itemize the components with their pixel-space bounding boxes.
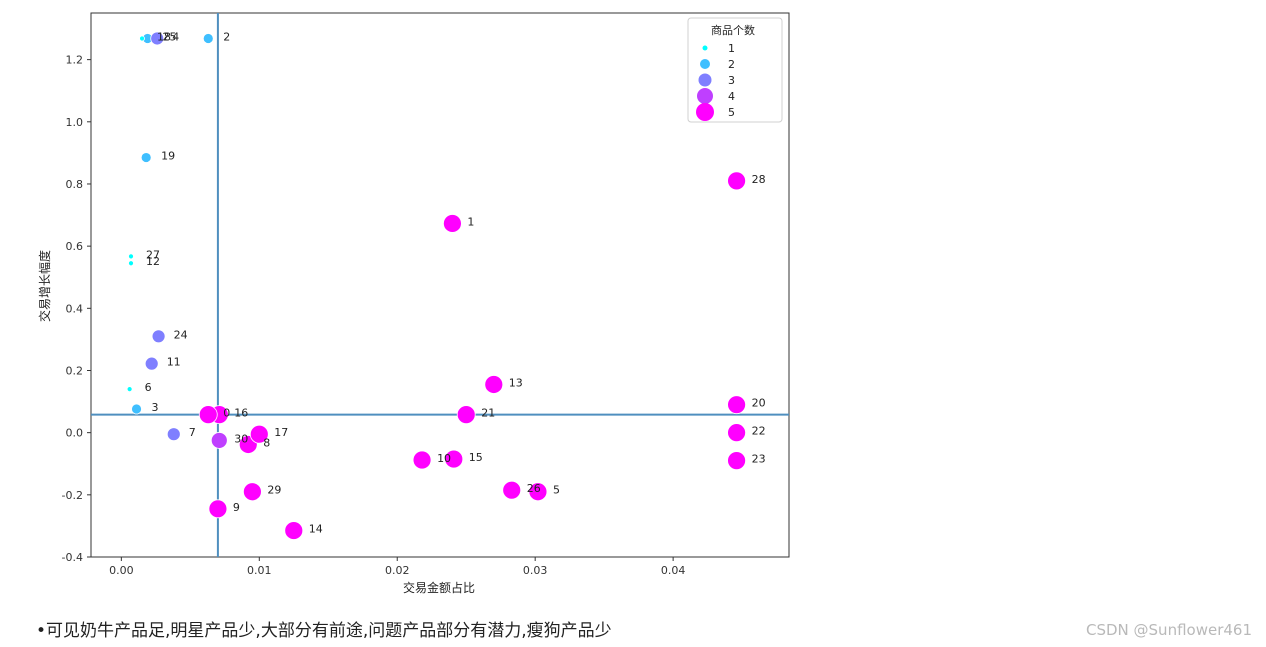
legend-marker	[696, 103, 714, 121]
data-point-label: 10	[437, 452, 451, 465]
data-point	[528, 482, 548, 502]
legend-marker	[698, 73, 712, 87]
data-point-label: 9	[233, 501, 240, 514]
data-point	[128, 253, 134, 260]
data-point	[131, 403, 142, 415]
data-point	[444, 449, 464, 469]
data-point-label: 28	[752, 173, 766, 186]
y-tick-label: 1.2	[66, 54, 84, 67]
data-point-label: 11	[167, 356, 181, 369]
data-point-label: 23	[752, 453, 766, 466]
data-point-label: 13	[509, 376, 523, 389]
legend: 商品个数 1 2 3 4 5	[687, 17, 783, 123]
data-point	[208, 499, 228, 519]
data-point-label: 1	[467, 215, 474, 228]
data-point	[139, 35, 145, 42]
data-point	[284, 521, 304, 540]
data-point	[198, 405, 218, 425]
data-point	[140, 152, 152, 163]
data-point	[456, 405, 476, 425]
data-point	[443, 214, 462, 233]
x-tick-label: 0.04	[661, 564, 686, 577]
data-point-label: 25	[163, 30, 177, 43]
data-point	[202, 33, 214, 44]
data-point	[727, 451, 746, 471]
data-point	[151, 329, 166, 344]
data-point-label: 29	[267, 484, 281, 497]
data-point	[502, 480, 522, 500]
watermark: CSDN @Sunflower461	[1086, 621, 1252, 639]
legend-label: 3	[728, 74, 735, 87]
x-tick-label: 0.02	[385, 564, 410, 577]
legend-marker	[700, 59, 710, 69]
axes: 0.00 0.01 0.02 0.03 0.04 -0.4 -0.2 0.0 0.2 0.4 0.6…	[62, 12, 790, 577]
y-tick-label: -0.2	[62, 489, 83, 502]
data-point-label: 12	[146, 255, 160, 268]
x-tick-label: 0.03	[523, 564, 548, 577]
y-tick-label: 1.0	[66, 116, 84, 129]
y-tick-label: 0.4	[66, 302, 84, 315]
data-point	[727, 423, 746, 443]
data-point-label: 17	[274, 426, 288, 439]
data-point-label: 8	[263, 436, 270, 449]
data-point-label: 14	[309, 523, 323, 536]
y-axis-label: 交易增长幅度	[37, 250, 52, 322]
data-point	[210, 432, 228, 449]
data-point	[150, 31, 165, 46]
data-point	[126, 386, 133, 393]
data-point	[242, 482, 262, 502]
legend-label: 1	[728, 42, 735, 55]
plot-frame	[90, 12, 790, 558]
x-axis-label: 交易金额占比	[403, 580, 475, 595]
data-point-label: 3	[152, 401, 159, 414]
data-point	[412, 450, 432, 470]
legend-label: 2	[728, 58, 735, 71]
points-layer	[126, 31, 746, 540]
scatter-chart: 0.00 0.01 0.02 0.03 0.04 -0.4 -0.2 0.0 0.2 0.4 0.6…	[37, 12, 790, 595]
data-point	[166, 427, 181, 442]
caption: •可见奶牛产品足,明星产品少,大部分有前途,问题产品部分有潜力,瘦狗产品少	[36, 621, 612, 641]
data-point-label: 22	[752, 425, 766, 438]
data-point-label: 24	[174, 328, 188, 341]
legend-title: 商品个数	[711, 23, 755, 37]
data-point-label: 0	[223, 407, 230, 420]
data-point	[727, 395, 746, 415]
x-tick-label: 0.00	[109, 564, 134, 577]
y-tick-label: -0.4	[62, 551, 83, 564]
data-point	[249, 424, 269, 444]
data-point-label: 6	[145, 381, 152, 394]
y-tick-label: 0.6	[66, 240, 84, 253]
data-point-label: 4	[172, 30, 179, 43]
data-point	[484, 375, 504, 394]
data-point	[727, 171, 746, 191]
data-point	[144, 356, 159, 371]
data-point-label: 16	[234, 407, 248, 420]
x-tick-label: 0.01	[247, 564, 272, 577]
y-tick-label: 0.2	[66, 364, 84, 377]
point-labels-layer: 1235678910111213141516171920212223242526…	[145, 30, 766, 535]
data-point	[128, 260, 134, 267]
data-point-label: 2	[223, 30, 230, 43]
data-point-label: 26	[527, 482, 541, 495]
data-point-label: 5	[553, 484, 560, 497]
data-point-label: 19	[161, 150, 175, 163]
legend-marker	[697, 88, 713, 104]
data-point-label: 30	[234, 432, 248, 445]
y-tick-label: 0.0	[66, 427, 84, 440]
data-point-label: 27	[146, 248, 160, 261]
data-point-label: 21	[481, 407, 495, 420]
legend-label: 4	[728, 90, 735, 103]
data-point-label: 15	[469, 451, 483, 464]
legend-label: 5	[728, 106, 735, 119]
legend-marker	[702, 45, 708, 51]
data-point-label: 7	[189, 426, 196, 439]
data-point-label: 18	[157, 30, 171, 43]
y-tick-label: 0.8	[66, 178, 84, 191]
data-point-label: 20	[752, 397, 766, 410]
